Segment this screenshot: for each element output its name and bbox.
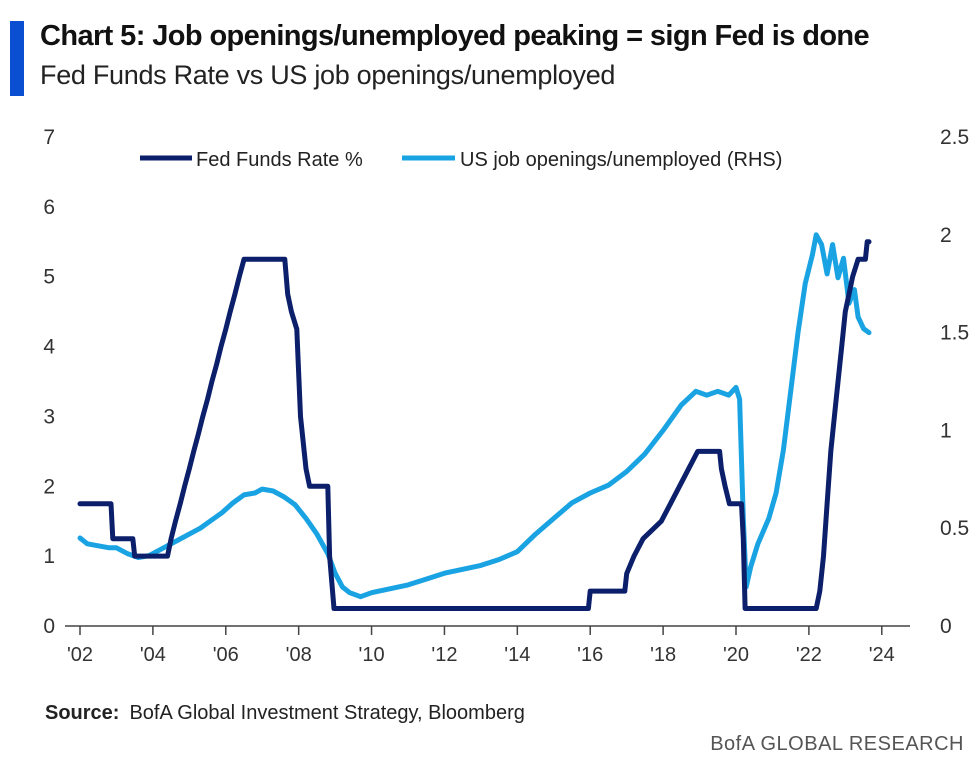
x-tick-label: '24	[869, 644, 895, 666]
x-axis: '02 '04 '06 '08 '10 '12 '14 '16 '18 '20 '22 '24	[65, 625, 910, 666]
fed-funds-rate-line	[77, 239, 872, 611]
right-tick-label: 1.5	[940, 322, 969, 345]
right-tick-label: 2	[940, 224, 952, 247]
x-tick-label: '04	[140, 644, 166, 666]
left-tick-label: 1	[43, 545, 55, 568]
x-tick-label: '16	[577, 644, 603, 666]
right-tick-label: 0.5	[940, 517, 969, 540]
chart-title: Chart 5: Job openings/unemployed peaking…	[40, 20, 870, 52]
x-tick-label: '20	[723, 644, 749, 666]
right-tick-label: 1	[940, 419, 952, 442]
source-note: Source: BofA Global Investment Strategy, …	[45, 702, 525, 725]
brand-footer: BofA GLOBAL RESEARCH	[710, 733, 964, 755]
left-tick-label: 5	[43, 266, 55, 289]
x-tick-label: '14	[504, 644, 530, 666]
line-chart: 0 1 2 3 4 5 6 7 0 0.5 1 1.5 2 2.5 '02 '04 '06 '08 '10 '12…	[43, 126, 969, 666]
source-text: BofA Global Investment Strategy, Bloombe…	[129, 702, 525, 724]
left-tick-label: 7	[43, 126, 55, 149]
x-tick-label: '18	[650, 644, 676, 666]
right-tick-label: 2.5	[940, 126, 969, 149]
left-tick-label: 3	[43, 405, 55, 428]
x-tick-label: '08	[286, 644, 312, 666]
left-tick-label: 2	[43, 475, 55, 498]
left-tick-label: 0	[43, 615, 55, 638]
source-label: Source:	[45, 702, 120, 724]
left-tick-label: 6	[43, 196, 55, 219]
left-axis: 0 1 2 3 4 5 6 7	[43, 126, 55, 638]
x-tick-label: '12	[431, 644, 457, 666]
x-tick-label: '10	[359, 644, 385, 666]
legend: Fed Funds Rate % US job openings/unemplo…	[140, 149, 782, 171]
plot-area	[77, 232, 872, 611]
chart-subtitle: Fed Funds Rate vs US job openings/unempl…	[40, 60, 616, 90]
right-axis: 0 0.5 1 1.5 2 2.5	[940, 126, 969, 638]
x-tick-label: '06	[213, 644, 239, 666]
title-accent-bar	[10, 21, 24, 96]
x-tick-label: '22	[796, 644, 822, 666]
legend-label-jobs: US job openings/unemployed (RHS)	[460, 149, 782, 171]
x-tick-label: '02	[67, 644, 93, 666]
legend-label-fed: Fed Funds Rate %	[196, 149, 363, 171]
right-tick-label: 0	[940, 615, 952, 638]
left-tick-label: 4	[43, 336, 55, 359]
job-openings-ratio-line	[77, 232, 872, 600]
